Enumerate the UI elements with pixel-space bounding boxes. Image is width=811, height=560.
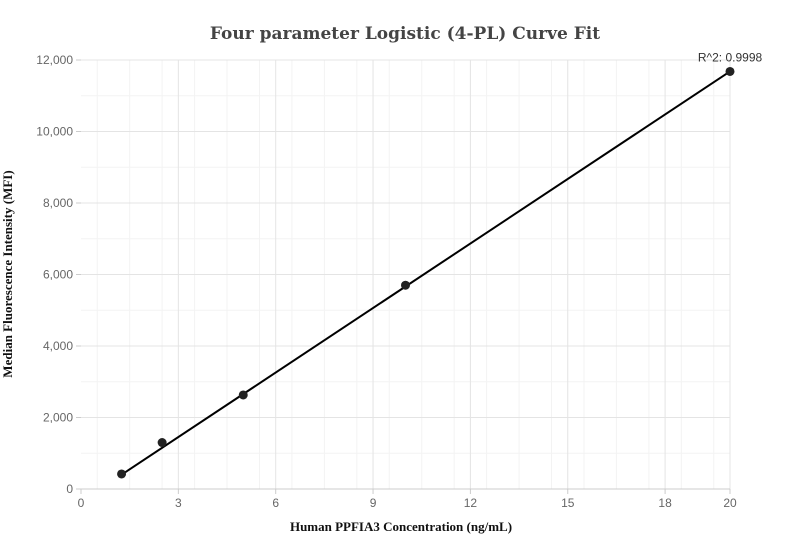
data-point <box>157 438 167 448</box>
y-tick-label: 0 <box>66 482 73 496</box>
fit-line <box>121 70 731 476</box>
x-tick-label: 12 <box>464 496 478 510</box>
y-tick-label: 6,000 <box>43 268 73 282</box>
x-tick-label: 20 <box>723 496 737 510</box>
y-axis-label: Median Fluorescence Intensity (MFI) <box>0 170 15 377</box>
x-tick-label: 18 <box>658 496 672 510</box>
x-tick-label: 15 <box>561 496 575 510</box>
data-point <box>238 390 248 400</box>
y-tick-label: 12,000 <box>36 53 73 67</box>
x-tick-label: 3 <box>175 496 182 510</box>
chart-title: Four parameter Logistic (4-PL) Curve Fit <box>210 24 600 44</box>
r-squared-annotation: R^2: 0.9998 <box>698 50 763 64</box>
data-point <box>117 469 127 479</box>
y-tick-label: 10,000 <box>36 125 73 139</box>
x-axis-label: Human PPFIA3 Concentration (ng/mL) <box>290 519 512 534</box>
y-tick-label: 2,000 <box>43 411 73 425</box>
data-points <box>117 66 735 479</box>
y-tick-label: 4,000 <box>43 339 73 353</box>
x-tick-label: 9 <box>370 496 377 510</box>
data-point <box>725 66 735 76</box>
y-axis-ticks: 0 2,000 4,000 6,000 8,000 10,000 12,000 <box>36 53 81 496</box>
x-tick-label: 6 <box>272 496 279 510</box>
x-tick-label: 0 <box>78 496 85 510</box>
data-point <box>401 280 410 290</box>
y-tick-label: 8,000 <box>43 196 73 210</box>
x-axis-ticks: 0 3 6 9 12 15 18 20 <box>78 489 737 510</box>
major-gridlines <box>81 59 731 489</box>
